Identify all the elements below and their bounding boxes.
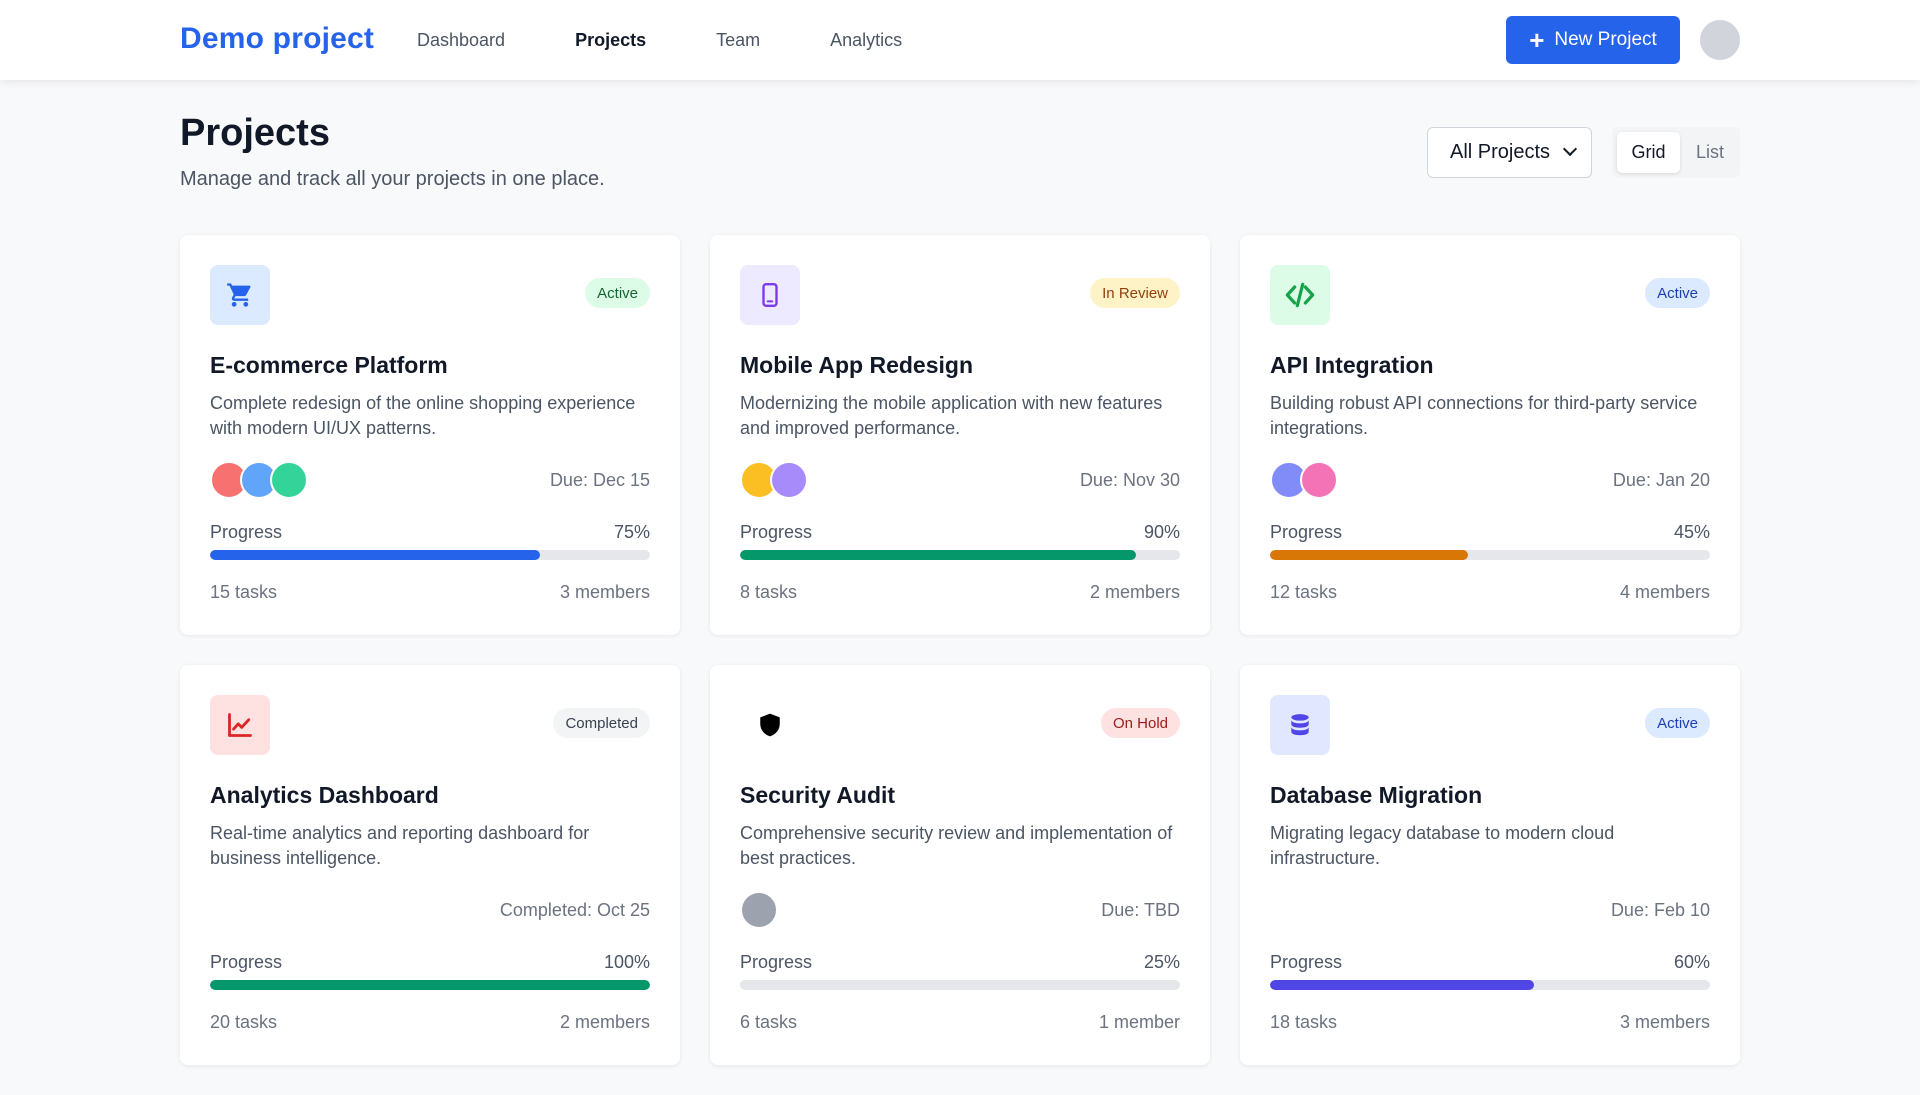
due-date: Due: Nov 30 [1079, 470, 1180, 490]
progress-label: Progress [1270, 522, 1343, 542]
progress-percent: 90% [1143, 522, 1180, 542]
task-count: 18 tasks [1270, 1012, 1338, 1032]
progress-percent: 45% [1673, 522, 1710, 542]
nav-item-dashboard[interactable]: Dashboard [417, 30, 506, 50]
progress-label: Progress [210, 522, 283, 542]
page-subtitle: Manage and track all your projects in on… [180, 168, 605, 190]
member-count: 3 members [559, 582, 650, 602]
progress-bar-fill [740, 980, 850, 990]
project-title[interactable]: API Integration [1270, 352, 1434, 378]
project-description: Modernizing the mobile application with … [740, 393, 1163, 438]
due-date: Due: TBD [1101, 900, 1180, 920]
progress-bar [210, 550, 650, 560]
due-date: Completed: Oct 25 [499, 900, 650, 920]
member-count: 3 members [1619, 1012, 1710, 1032]
main-nav: Dashboard Projects Team Analytics [417, 30, 972, 51]
progress-bar-fill [740, 550, 1136, 560]
member-count: 2 members [1089, 582, 1180, 602]
nav-item-team[interactable]: Team [716, 30, 761, 50]
nav-item-projects[interactable]: Projects [575, 30, 647, 50]
progress-label: Progress [740, 952, 813, 972]
task-count: 20 tasks [210, 1012, 278, 1032]
page-title: Projects [180, 112, 330, 154]
user-avatar[interactable] [1700, 20, 1740, 60]
progress-bar [1270, 980, 1710, 990]
member-avatars [210, 461, 308, 499]
brand-logo[interactable]: Demo project [180, 22, 375, 55]
project-title[interactable]: Security Audit [740, 782, 896, 808]
status-badge: Active [1645, 708, 1710, 738]
member-count: 2 members [559, 1012, 650, 1032]
progress-bar-fill [210, 980, 650, 990]
progress-label: Progress [1270, 952, 1343, 972]
progress-bar [740, 550, 1180, 560]
member-avatar [1300, 461, 1338, 499]
member-avatar [270, 461, 308, 499]
member-avatar [770, 461, 808, 499]
view-list-button[interactable]: List [1695, 142, 1724, 162]
task-count: 12 tasks [1270, 582, 1338, 602]
new-project-button[interactable]: + New Project [1506, 16, 1680, 64]
task-count: 15 tasks [210, 582, 278, 602]
due-date: Due: Dec 15 [549, 470, 650, 490]
project-title[interactable]: E-commerce Platform [210, 352, 448, 378]
progress-percent: 100% [603, 952, 650, 972]
project-title[interactable]: Mobile App Redesign [740, 352, 973, 378]
database-icon [1270, 695, 1330, 755]
progress-percent: 75% [613, 522, 650, 542]
project-description: Building robust API connections for thir… [1270, 393, 1698, 438]
progress-bar [210, 980, 650, 990]
code-icon [1270, 265, 1330, 325]
progress-bar [1270, 550, 1710, 560]
progress-bar-fill [1270, 550, 1468, 560]
status-badge: Active [1645, 278, 1710, 308]
progress-bar-fill [1270, 980, 1534, 990]
progress-label: Progress [740, 522, 813, 542]
view-grid-button[interactable]: Grid [1617, 132, 1680, 173]
plus-icon: + [1529, 25, 1545, 55]
project-card[interactable]: Active E-commerce Platform Complete rede… [180, 235, 680, 635]
project-description: Complete redesign of the online shopping… [210, 393, 636, 438]
progress-bar [740, 980, 1180, 990]
top-navbar: Demo project Dashboard Projects Team Ana… [0, 0, 1920, 80]
project-card[interactable]: Completed Analytics Dashboard Real-time … [180, 665, 680, 1065]
progress-percent: 60% [1673, 952, 1710, 972]
member-count: 1 member [1098, 1012, 1180, 1032]
chart-line-icon [210, 695, 270, 755]
project-title[interactable]: Analytics Dashboard [210, 782, 439, 808]
progress-label: Progress [210, 952, 283, 972]
view-toggle: Grid List [1612, 127, 1740, 178]
task-count: 6 tasks [740, 1012, 798, 1032]
member-avatars [740, 891, 778, 929]
project-card[interactable]: In Review Mobile App Redesign Modernizin… [710, 235, 1210, 635]
cart-icon [210, 265, 270, 325]
project-description: Real-time analytics and reporting dashbo… [210, 823, 590, 868]
project-description: Migrating legacy database to modern clou… [1270, 823, 1615, 868]
filter-selected-value: All Projects [1450, 141, 1551, 163]
project-description: Comprehensive security review and implem… [740, 823, 1173, 868]
member-avatars [1270, 461, 1338, 499]
member-count: 4 members [1619, 582, 1710, 602]
progress-bar-fill [210, 550, 540, 560]
project-card[interactable]: Active API Integration Building robust A… [1240, 235, 1740, 635]
status-badge: Completed [553, 708, 650, 738]
due-date: Due: Jan 20 [1612, 470, 1710, 490]
progress-percent: 25% [1143, 952, 1180, 972]
nav-item-analytics[interactable]: Analytics [830, 30, 903, 50]
shield-icon [740, 695, 800, 755]
due-date: Due: Feb 10 [1610, 900, 1710, 920]
project-card[interactable]: On Hold Security Audit Comprehensive sec… [710, 665, 1210, 1065]
project-filter-select[interactable]: All Projects [1427, 127, 1592, 178]
task-count: 8 tasks [740, 582, 798, 602]
status-badge: Active [585, 278, 650, 308]
member-avatars [740, 461, 808, 499]
new-project-label: New Project [1554, 29, 1657, 50]
member-avatar [740, 891, 778, 929]
status-badge: In Review [1090, 278, 1180, 308]
project-title[interactable]: Database Migration [1270, 782, 1483, 808]
project-card[interactable]: Active Database Migration Migrating lega… [1240, 665, 1740, 1065]
status-badge: On Hold [1100, 708, 1180, 738]
mobile-icon [740, 265, 800, 325]
chevron-down-icon [1562, 141, 1578, 157]
